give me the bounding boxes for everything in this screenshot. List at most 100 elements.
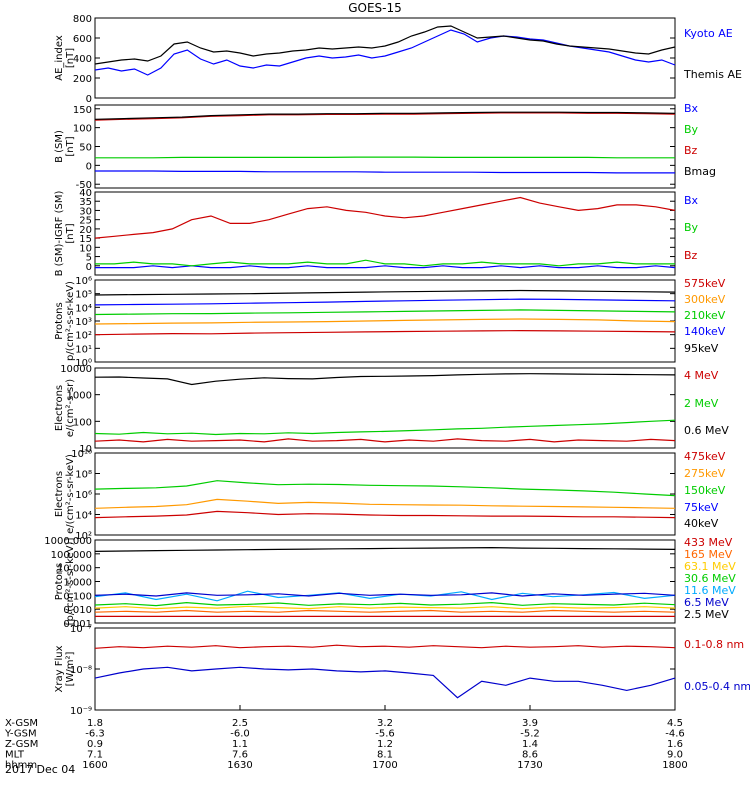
legend-label: 475keV xyxy=(684,450,726,463)
legend-label: By xyxy=(684,221,699,234)
y-tick-label: 800 xyxy=(73,14,92,25)
y-tick-label: 200 xyxy=(73,74,92,85)
date-label: 2017 Dec 04 xyxy=(5,763,75,776)
series-line-bmag xyxy=(94,111,676,120)
y-tick-label: 15 xyxy=(79,234,92,245)
legend-label: Bmag xyxy=(684,165,716,178)
time-axis-value: -5.2 xyxy=(520,729,540,740)
y-tick-label: 0 xyxy=(86,262,92,273)
panel-b_sm: -50 0 50 100 150 B (SM) [nT] Bx By Bz Bmag xyxy=(54,102,716,191)
time-axis-value: 2.5 xyxy=(232,718,248,729)
y-axis-label: Electrons xyxy=(54,385,65,431)
y-axis-label: Protons xyxy=(54,302,65,339)
y-tick-label: 10¹ xyxy=(75,344,92,355)
panel-frame xyxy=(94,191,676,276)
y-axis-label: Xray Flux xyxy=(54,645,65,692)
time-axis-row-label: Y-GSM xyxy=(4,729,37,740)
y-axis-unit: [p/(cm²-s-sr-keV)] xyxy=(65,538,76,626)
y-tick-label: 400 xyxy=(73,54,92,65)
time-axis-value: 3.9 xyxy=(522,718,538,729)
y-tick-label: 5 xyxy=(86,253,92,264)
legend-label: 300keV xyxy=(684,293,726,306)
panel-ae: 0 200 400 600 800 AE_index [nT] Kyoto AE Themis … xyxy=(54,14,742,105)
y-tick-label: 10 xyxy=(79,444,92,455)
time-axis-value: 8.1 xyxy=(377,750,393,761)
series-line-150kev xyxy=(94,480,676,497)
time-axis-value: 1800 xyxy=(662,760,687,771)
y-tick-label: -50 xyxy=(76,180,92,191)
y-tick-label: 10⁴ xyxy=(75,303,92,314)
y-tick-label: 10⁶ xyxy=(75,490,92,501)
time-axis-value: 1630 xyxy=(227,760,252,771)
time-axis-value: 1.4 xyxy=(522,739,538,750)
time-axis-value: -5.6 xyxy=(375,729,395,740)
y-axis-unit: e/(cm²-s-sr-keV) xyxy=(65,454,76,534)
legend-label: 0.05-0.4 nm xyxy=(684,680,750,693)
time-axis-value: 1730 xyxy=(517,760,542,771)
series-line-63-1-mev xyxy=(94,605,676,610)
time-axis-value: -4.6 xyxy=(665,729,685,740)
y-tick-label: 1000.000 xyxy=(44,536,92,547)
y-tick-label: 150 xyxy=(73,105,92,116)
series-line-95kev xyxy=(94,289,676,296)
series-line-kyoto-ae xyxy=(94,29,676,76)
y-axis-label: B (SM)-IGRF (SM) xyxy=(54,191,65,277)
series-line-11-6-mev xyxy=(94,590,676,602)
time-axis-row-label: X-GSM xyxy=(5,718,38,729)
time-axis-row-label: Z-GSM xyxy=(5,739,38,750)
y-tick-label: 0.010 xyxy=(63,605,92,616)
series-line-bz xyxy=(94,196,676,239)
legend-label: Bz xyxy=(684,249,698,262)
y-tick-label: 0 xyxy=(86,161,92,172)
time-axis-value: 3.2 xyxy=(377,718,393,729)
y-tick-label: 10000 xyxy=(60,364,92,375)
y-tick-label: 10⁴ xyxy=(75,511,92,522)
y-tick-label: 0.001 xyxy=(63,619,92,630)
panel-protons_mev: 0.001 0.010 0.100 1.000 10.000 100.000 1000.00… xyxy=(44,536,736,630)
y-tick-label: 600 xyxy=(73,34,92,45)
series-line-bx xyxy=(95,170,675,174)
time-axis-row-label: hhmm xyxy=(5,760,37,771)
time-axis-value: 1.8 xyxy=(87,718,103,729)
time-axis-value: 1600 xyxy=(82,760,107,771)
legend-label: 6.5 MeV xyxy=(684,596,729,609)
series-line-140kev xyxy=(94,298,676,306)
legend-label: 11.6 MeV xyxy=(684,584,736,597)
y-tick-label: 10⁸ xyxy=(75,470,92,481)
series-line-themis-ae xyxy=(94,25,676,65)
y-tick-label: 0.100 xyxy=(63,591,92,602)
series-line-2-mev xyxy=(94,419,676,436)
legend-label: 275keV xyxy=(684,467,726,480)
y-axis-label: B (SM) xyxy=(54,130,65,163)
series-line-by xyxy=(95,259,675,267)
y-axis-unit: [W/m²] xyxy=(65,651,76,686)
y-tick-label: 50 xyxy=(79,143,92,154)
y-tick-label: 25 xyxy=(79,216,92,227)
legend-label: Bx xyxy=(684,194,699,207)
plot-title: GOES-15 xyxy=(348,1,402,15)
series-line-bx xyxy=(95,265,676,269)
time-axis-value: -6.0 xyxy=(230,729,250,740)
time-axis-row-label: MLT xyxy=(5,750,25,761)
y-tick-label: 10.000 xyxy=(57,564,92,575)
series-line-4-mev xyxy=(94,438,676,443)
y-axis-label: Protons xyxy=(54,563,65,600)
legend-label: 63.1 MeV xyxy=(684,560,736,573)
y-tick-label: 100 xyxy=(73,124,92,135)
legend-label: Bx xyxy=(684,102,699,115)
time-axis-value: 9.0 xyxy=(667,750,683,761)
series-line-0-05-0-4-nm xyxy=(94,666,676,699)
y-axis-label: Electrons xyxy=(54,471,65,517)
series-line-275kev xyxy=(94,498,676,509)
series-line-210kev xyxy=(94,309,676,316)
legend-label: 95keV xyxy=(684,342,719,355)
series-line-575kev xyxy=(94,329,676,336)
legend-label: 433 MeV xyxy=(684,536,733,549)
series-line-0-6-mev xyxy=(94,373,676,386)
series-line-475kev xyxy=(94,510,676,519)
legend-label: 40keV xyxy=(684,517,719,530)
time-axis-value: 1.2 xyxy=(377,739,393,750)
y-tick-label: 20 xyxy=(79,225,92,236)
